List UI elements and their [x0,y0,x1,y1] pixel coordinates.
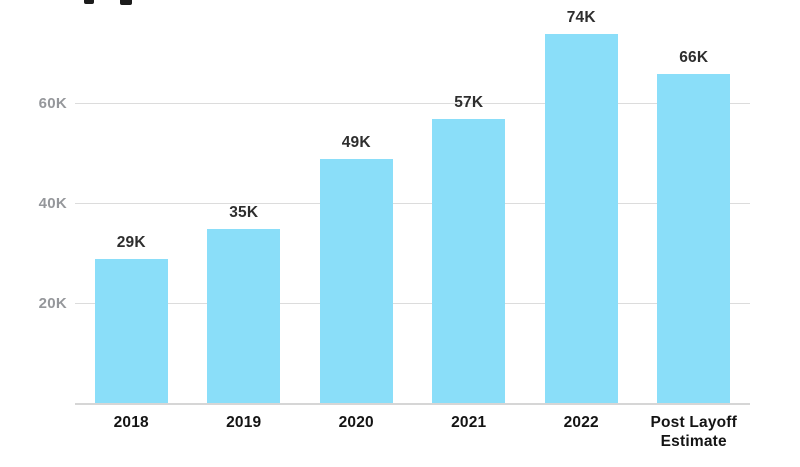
bar-group-2022: 74K [525,0,638,404]
bar-2019 [207,229,281,404]
bar-value-label: 29K [116,234,146,251]
bar-group-2020: 49K [300,0,413,404]
x-axis-label-post-layoff-estimate: Post Layoff Estimate [650,414,738,450]
x-axis-label-2019: 2019 [226,414,262,431]
x-axis-labels: 2018 2019 2020 2021 2022 Post Layoff Est… [75,404,750,451]
x-axis-label-2021: 2021 [451,414,487,431]
bar-value-label: 35K [229,204,259,221]
bar-value-label: 49K [341,134,371,151]
bar-2018 [94,259,168,404]
y-axis-tick-40k: 40K [38,195,67,212]
bar-2021 [432,119,506,404]
gridline-40k [75,202,750,204]
bars-row: 29K 35K 49K 57K 74K 66K [75,0,750,404]
bar-2022 [544,34,618,404]
bar-2020 [319,159,393,404]
bar-group-2018: 29K [75,0,188,404]
bar-group-post-layoff-estimate: 66K [638,0,751,404]
y-axis-tick-60k: 60K [38,95,67,112]
x-axis-label-2022: 2022 [563,414,599,431]
gridline-20k [75,302,750,304]
x-axis-baseline [75,403,750,405]
x-axis-label-2020: 2020 [338,414,374,431]
plot-area: 29K 35K 49K 57K 74K 66K [75,0,750,404]
bar-value-label: 66K [679,49,709,66]
bar-post-layoff-estimate [657,74,731,404]
bar-group-2019: 35K [188,0,301,404]
x-axis-label-2018: 2018 [113,414,149,431]
clipped-title-fragment [120,0,132,5]
gridline-60k [75,102,750,104]
y-axis-tick-20k: 20K [38,295,67,312]
bar-value-label: 57K [454,94,484,111]
clipped-title-fragment [84,0,94,4]
bar-value-label: 74K [566,9,596,26]
bar-group-2021: 57K [413,0,526,404]
